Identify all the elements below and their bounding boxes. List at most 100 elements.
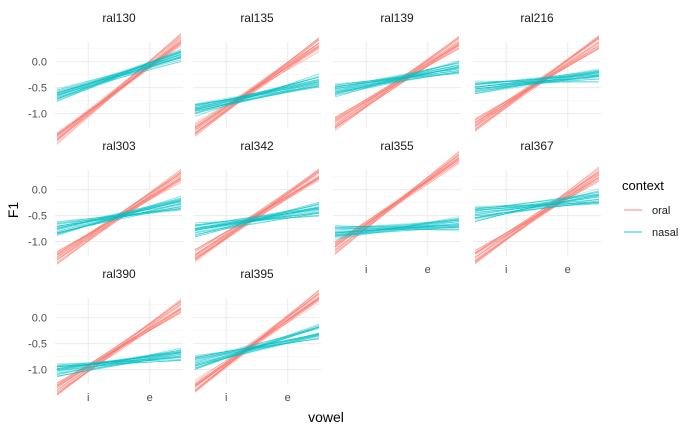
series-nasal xyxy=(334,60,460,98)
sample-line-nasal xyxy=(194,83,320,114)
sample-line-oral xyxy=(474,175,600,261)
x-tick-label: i xyxy=(505,264,507,276)
sample-line-oral xyxy=(334,48,460,118)
sample-line-nasal xyxy=(56,353,182,377)
sample-line-oral xyxy=(56,307,182,394)
facet-strip-label: ral342 xyxy=(240,139,274,153)
series-nasal xyxy=(474,188,600,223)
sample-line-nasal xyxy=(56,55,182,90)
sample-line-nasal xyxy=(194,333,320,365)
sample-line-nasal xyxy=(334,221,460,228)
sample-line-oral xyxy=(56,300,182,393)
legend-entry-oral: oral xyxy=(624,205,670,217)
sample-line-nasal xyxy=(474,196,600,216)
legend-title: context xyxy=(622,178,664,193)
x-axis-title: vowel xyxy=(308,409,344,425)
sample-line-nasal xyxy=(194,209,320,226)
sample-line-nasal xyxy=(194,209,320,229)
sample-line-nasal xyxy=(474,195,600,219)
sample-line-nasal xyxy=(194,215,320,224)
sample-line-nasal xyxy=(194,206,320,231)
panel-grid xyxy=(333,170,461,256)
sample-line-oral xyxy=(194,290,320,391)
sample-line-oral xyxy=(56,308,182,387)
sample-line-oral xyxy=(194,39,320,134)
facet-panel-ral139: ral139 xyxy=(333,11,461,132)
facet-panel-ral303: ral303 0.0 -0.5 -1.0 xyxy=(28,139,183,265)
sample-line-nasal xyxy=(194,83,320,111)
facet-panel-ral395: ral395 i e xyxy=(193,267,321,404)
sample-line-nasal xyxy=(334,222,460,237)
x-tick-label: i xyxy=(365,264,367,276)
x-tick-label: i xyxy=(225,392,227,404)
facet-strip-label: ral139 xyxy=(380,11,414,25)
legend-entry-nasal: nasal xyxy=(624,227,678,239)
sample-line-nasal xyxy=(474,195,600,216)
sample-line-nasal xyxy=(474,194,600,210)
sample-line-nasal xyxy=(334,66,460,94)
sample-line-nasal xyxy=(334,72,460,91)
sample-line-oral xyxy=(334,45,460,128)
series-nasal xyxy=(194,323,320,370)
sample-line-oral xyxy=(194,175,320,255)
facet-strip-label: ral390 xyxy=(102,267,136,281)
sample-line-nasal xyxy=(56,59,182,91)
sample-line-nasal xyxy=(56,351,182,377)
facet-panel-ral390: ral390 0.0 -0.5 -1.0 i e xyxy=(28,267,183,404)
facet-panel-ral216: ral216 xyxy=(473,11,601,132)
facets-layer: ral130 0.0 -0.5 -1.0 ral135 ral139 ral216 ral30… xyxy=(28,11,601,404)
sample-line-nasal xyxy=(194,207,320,229)
series-oral xyxy=(334,35,460,132)
sample-line-oral xyxy=(194,42,320,130)
sample-line-nasal xyxy=(56,197,182,235)
facet-strip-label: ral216 xyxy=(520,11,554,25)
sample-line-nasal xyxy=(194,81,320,106)
sample-line-nasal xyxy=(334,71,460,93)
sample-line-nasal xyxy=(474,198,600,218)
sample-line-oral xyxy=(474,44,600,129)
sample-line-nasal xyxy=(194,203,320,238)
y-tick-label: -0.5 xyxy=(28,339,47,351)
series-oral xyxy=(194,289,320,393)
facet-panel-ral342: ral342 xyxy=(193,139,321,263)
sample-line-oral xyxy=(194,45,320,131)
series-nasal xyxy=(474,68,600,94)
panel-grid xyxy=(193,170,321,256)
sample-line-nasal xyxy=(56,198,182,235)
sample-line-nasal xyxy=(334,226,460,235)
sample-line-oral xyxy=(56,176,182,264)
facet-strip-label: ral135 xyxy=(240,11,274,25)
facet-panel-ral367: ral367 i e xyxy=(473,139,601,276)
sample-line-nasal xyxy=(474,200,600,219)
sample-line-oral xyxy=(474,177,600,254)
sample-line-oral xyxy=(56,300,182,391)
axis-titles: F1 vowel xyxy=(5,202,344,425)
x-tick-label: e xyxy=(147,392,153,404)
facet-panel-ral130: ral130 0.0 -0.5 -1.0 xyxy=(28,11,183,145)
sample-line-oral xyxy=(334,42,460,129)
sample-line-nasal xyxy=(194,327,320,369)
series-oral xyxy=(56,298,182,396)
sample-line-oral xyxy=(194,294,320,392)
facet-strip-label: ral367 xyxy=(520,139,554,153)
series-nasal xyxy=(56,195,182,236)
sample-line-nasal xyxy=(194,87,320,110)
series-nasal xyxy=(194,73,320,117)
series-nasal xyxy=(56,48,182,102)
sample-line-nasal xyxy=(56,210,182,224)
sample-line-oral xyxy=(194,40,320,137)
sample-line-nasal xyxy=(194,336,320,360)
sample-line-nasal xyxy=(56,351,182,369)
sample-line-nasal xyxy=(474,76,600,89)
sample-line-nasal xyxy=(194,73,320,117)
sample-line-oral xyxy=(474,181,600,251)
sample-line-nasal xyxy=(194,208,320,231)
sample-line-nasal xyxy=(334,224,460,234)
sample-line-oral xyxy=(194,293,320,391)
sample-line-oral xyxy=(474,171,600,254)
sample-line-nasal xyxy=(474,78,600,87)
sample-line-oral xyxy=(194,299,320,387)
sample-line-oral xyxy=(474,168,600,258)
sample-line-nasal xyxy=(194,327,320,363)
sample-line-oral xyxy=(474,43,600,127)
